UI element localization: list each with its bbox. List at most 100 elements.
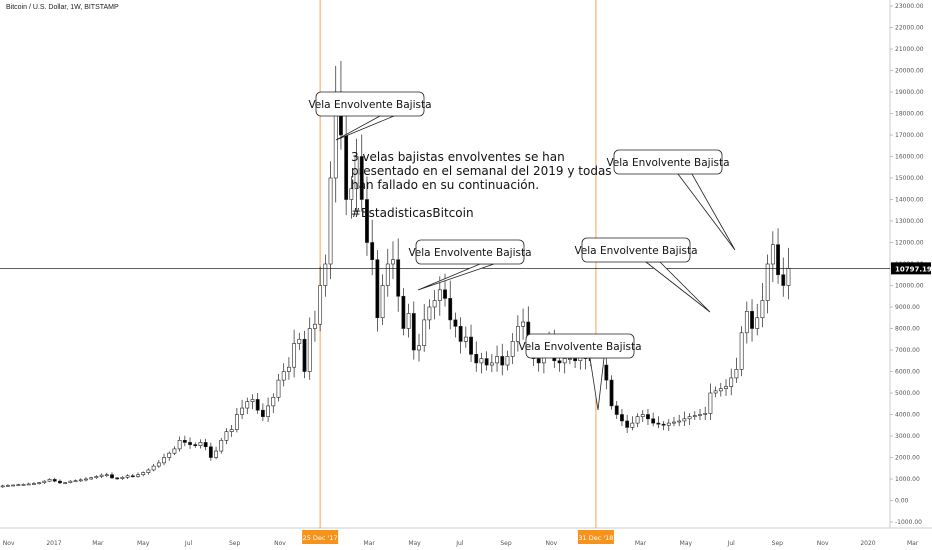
candle-body xyxy=(661,423,666,426)
callout-label: Vela Envolvente Bajista xyxy=(606,157,729,169)
candle-body xyxy=(708,392,713,414)
candle-body xyxy=(765,263,770,301)
candle-body xyxy=(260,409,265,417)
callout-pointer xyxy=(417,263,495,291)
candle-body xyxy=(635,416,640,424)
candle-body xyxy=(52,479,57,482)
candle-body xyxy=(744,310,749,334)
candle-body xyxy=(245,401,250,409)
callout-label: Vela Envolvente Bajista xyxy=(518,341,641,353)
y-tick-label: 1000.00 xyxy=(895,476,920,483)
candle-body xyxy=(203,442,208,448)
y-tick-label: 3000.00 xyxy=(895,433,920,440)
callout-box xyxy=(613,149,723,175)
y-tick-label: 17000.00 xyxy=(895,132,924,139)
y-tick-label: 14000.00 xyxy=(895,197,924,204)
candle-body xyxy=(68,480,73,483)
candle-body xyxy=(370,242,375,261)
x-tick-label: Jul xyxy=(184,540,193,547)
candle-body xyxy=(770,244,775,265)
candle-body xyxy=(188,442,192,445)
candle-body xyxy=(47,479,52,482)
candle-body xyxy=(198,442,203,446)
y-tick-label: 18000.00 xyxy=(895,111,924,118)
y-tick-label: 10000.00 xyxy=(895,283,924,290)
candle-body xyxy=(651,418,656,424)
candle-body xyxy=(500,356,505,366)
note-line: 3 velas bajistas envolventes se han xyxy=(351,150,565,164)
candle-body xyxy=(682,418,687,422)
candle-body xyxy=(755,317,760,329)
candle-body xyxy=(167,452,172,458)
candle-body xyxy=(104,474,109,477)
candle-body xyxy=(78,479,83,482)
y-tick-label: 5000.00 xyxy=(895,390,920,397)
candle-body xyxy=(786,268,791,286)
candle-body xyxy=(344,134,349,200)
candle-body xyxy=(94,476,99,479)
price-badge xyxy=(891,262,931,275)
candle-body xyxy=(385,263,390,286)
candle-body xyxy=(172,448,177,454)
candle-body xyxy=(313,323,317,329)
callout-box xyxy=(525,333,635,359)
x-tick-label: 2020 xyxy=(860,540,875,547)
candle-body xyxy=(120,476,125,479)
candle-body xyxy=(234,414,239,430)
candle-body xyxy=(625,420,630,428)
x-tick-label: Nov xyxy=(3,540,15,547)
candle-body xyxy=(177,439,182,450)
candle-body xyxy=(443,289,447,299)
candle-body xyxy=(562,358,567,364)
y-tick-label: 0.00 xyxy=(895,498,909,505)
candle-body xyxy=(271,396,276,407)
candle-body xyxy=(609,379,614,407)
candle-body xyxy=(604,364,609,381)
candle-body xyxy=(182,439,187,443)
candle-body xyxy=(776,244,780,276)
candle-body xyxy=(510,341,515,357)
candle-body xyxy=(276,379,281,398)
candle-body xyxy=(349,188,354,200)
candle-body xyxy=(474,353,479,364)
candle-body xyxy=(16,484,21,486)
x-tick-label: Mar xyxy=(907,540,919,547)
candle-body xyxy=(672,421,676,424)
x-tick-label: May xyxy=(680,540,693,547)
candle-body xyxy=(495,356,499,364)
y-tick-label: 12000.00 xyxy=(895,240,924,247)
callout-label: Vela Envolvente Bajista xyxy=(408,247,531,259)
candle-body xyxy=(146,469,151,473)
x-tick-label: 2017 xyxy=(46,540,61,547)
candle-body xyxy=(739,332,744,370)
candle-body xyxy=(318,285,323,325)
x-tick-label: May xyxy=(137,540,150,547)
candle-body xyxy=(391,259,395,265)
candle-body xyxy=(214,450,218,458)
candle-body xyxy=(573,358,578,362)
candle-body xyxy=(698,414,702,416)
candle-body xyxy=(620,414,624,422)
candle-body xyxy=(406,313,411,329)
callout-box xyxy=(415,239,525,265)
candle-body xyxy=(32,483,36,485)
candle-body xyxy=(724,386,728,389)
note-line: han fallado en su continuación. xyxy=(351,178,539,192)
y-tick-label: 8000.00 xyxy=(895,326,920,333)
candle-body xyxy=(432,300,437,308)
y-tick-label: 13000.00 xyxy=(895,218,924,225)
x-tick-label: Sep xyxy=(500,540,512,547)
candle-body xyxy=(37,482,42,484)
y-tick-label: 20000.00 xyxy=(895,68,924,75)
x-tick-label: Nov xyxy=(817,540,829,547)
y-tick-label: 19000.00 xyxy=(895,89,924,96)
x-tick-label: Mar xyxy=(92,540,104,547)
candle-body xyxy=(375,259,380,319)
price-badge-label: 10797.19 xyxy=(895,265,932,273)
x-tick-label: Jul xyxy=(727,540,736,547)
candle-body xyxy=(536,358,541,364)
candle-body xyxy=(505,356,510,366)
candle-body xyxy=(151,465,156,471)
date-badge xyxy=(577,530,614,544)
